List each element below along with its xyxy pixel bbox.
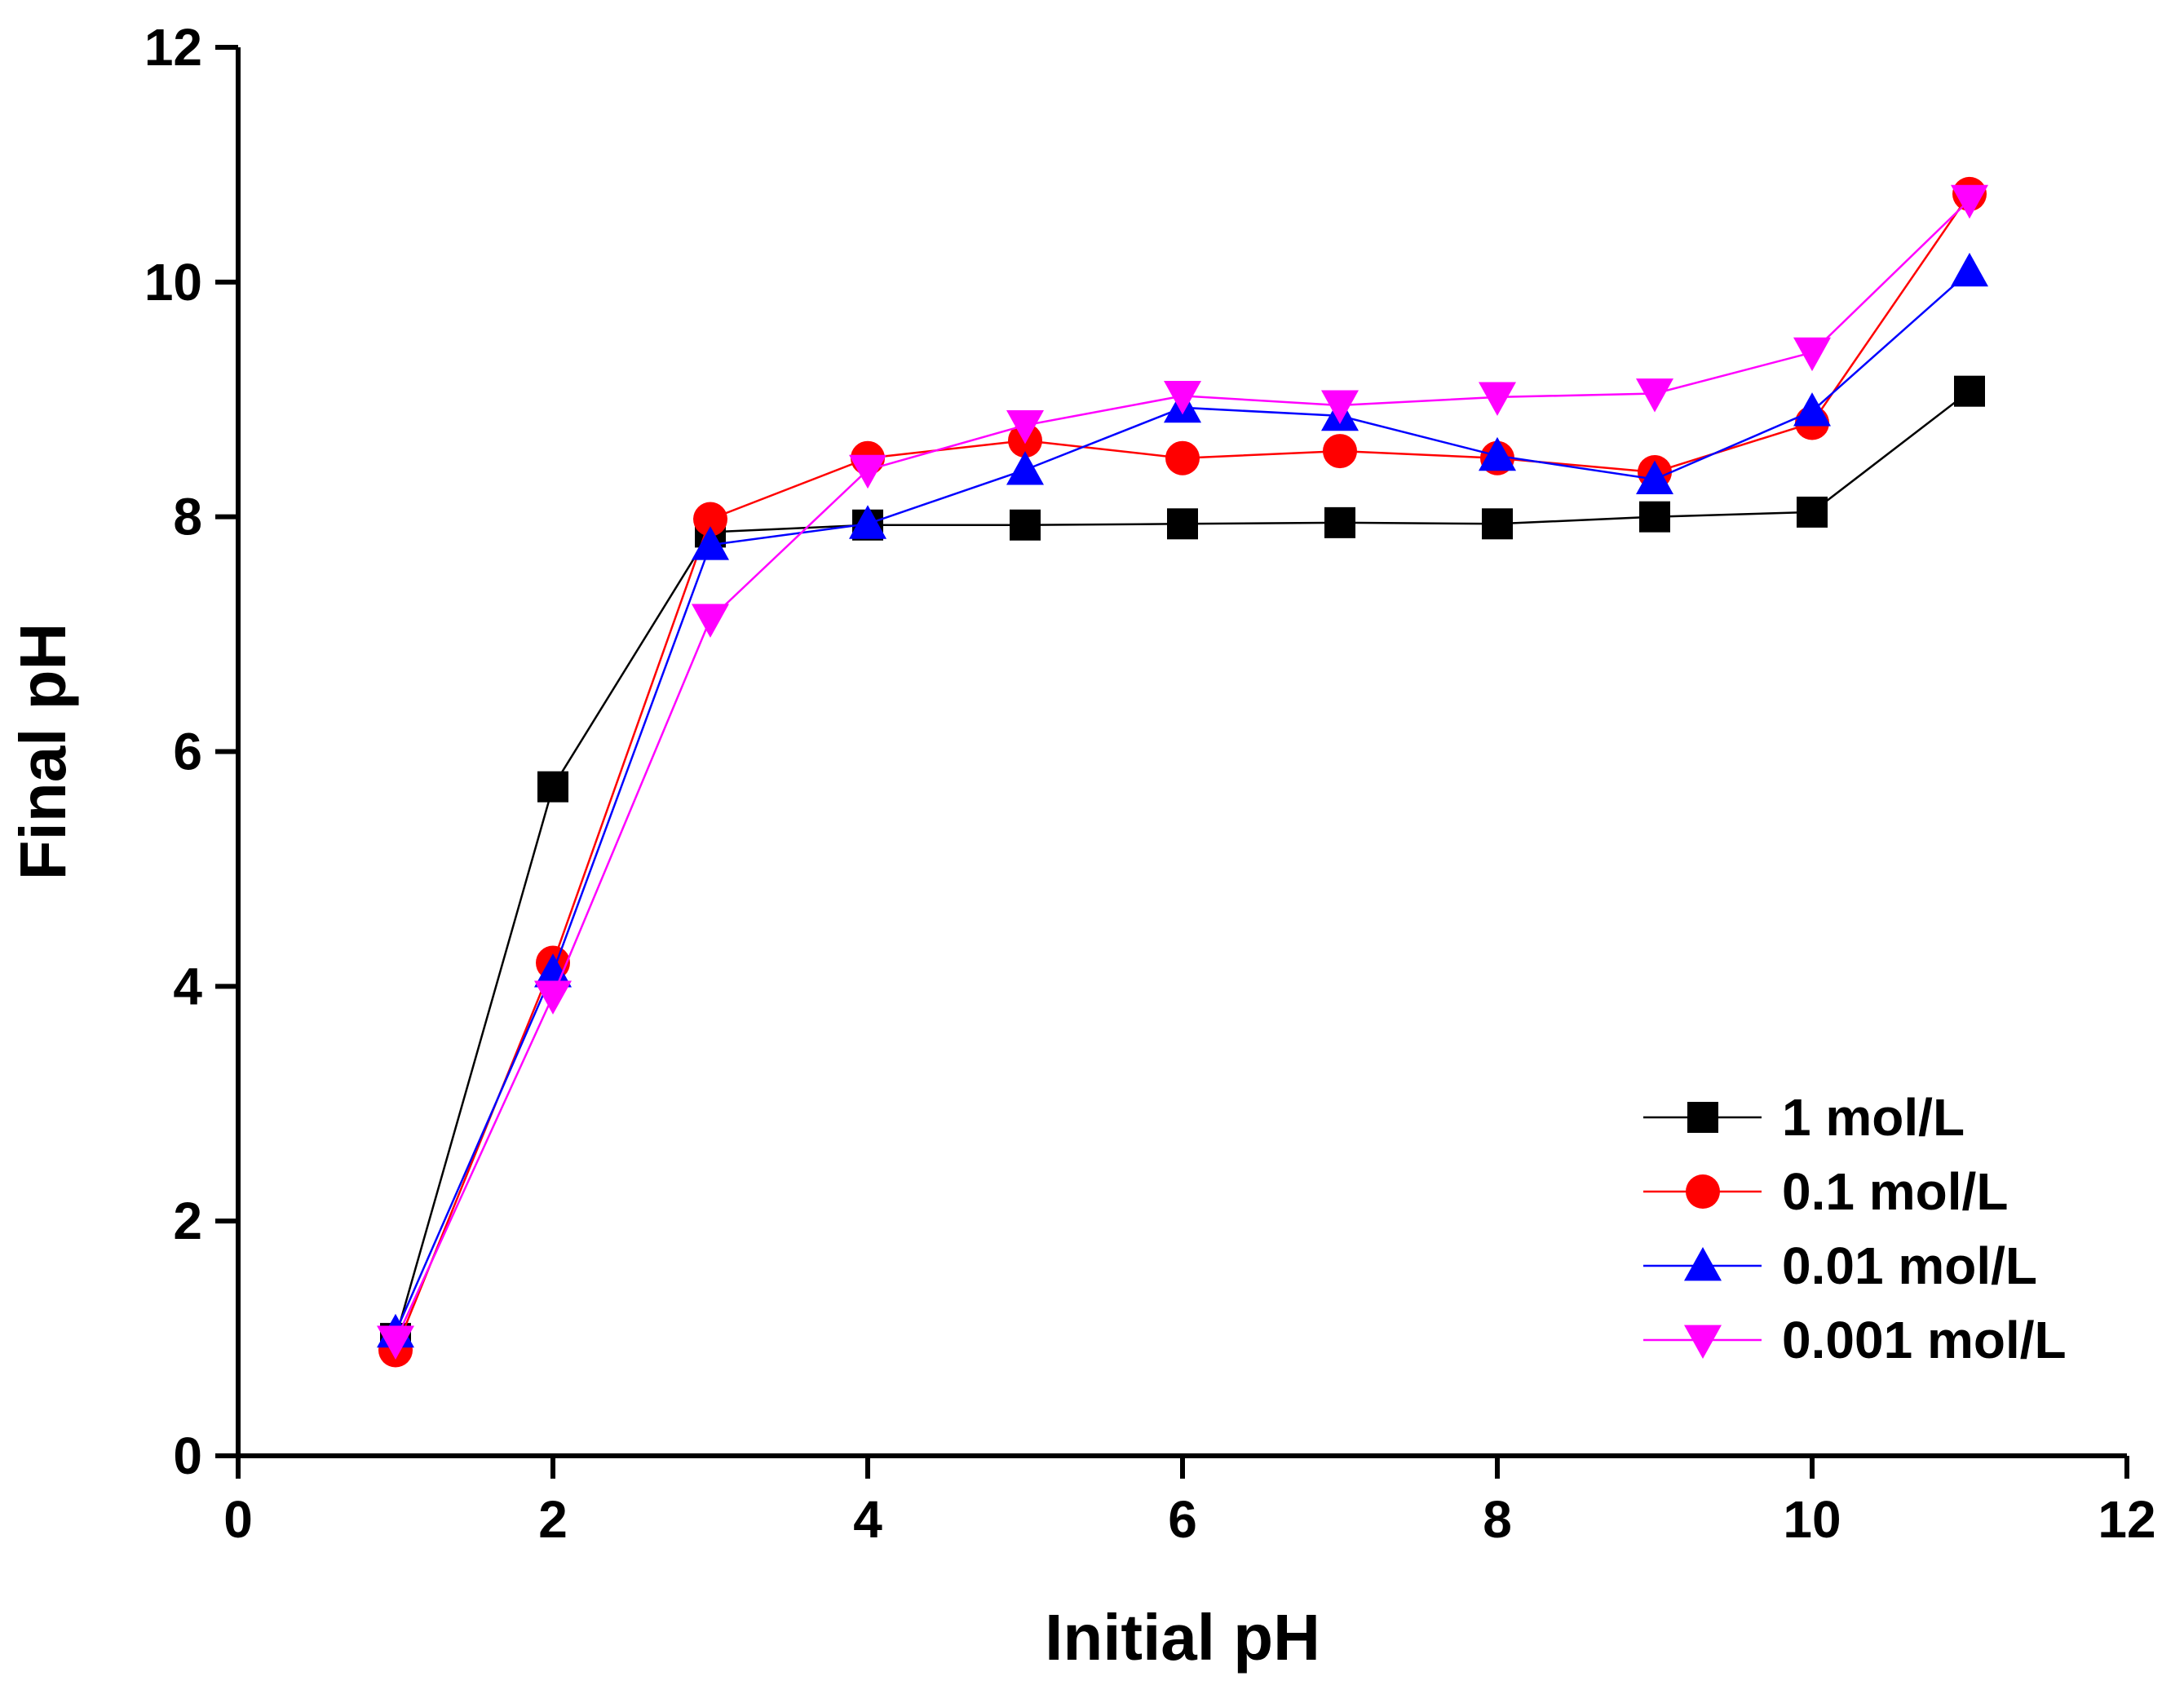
y-tick-label: 8 bbox=[173, 488, 202, 546]
y-axis-title: Final pH bbox=[7, 623, 79, 881]
data-point bbox=[1321, 390, 1359, 424]
data-point bbox=[1793, 392, 1831, 427]
y-tick-label: 4 bbox=[173, 957, 202, 1015]
x-axis-title: Initial pH bbox=[1045, 1601, 1320, 1674]
data-point bbox=[1323, 434, 1357, 469]
legend-item: 0.001 mol/L bbox=[1643, 1311, 2067, 1369]
y-tick-label: 12 bbox=[144, 18, 202, 77]
series-line bbox=[394, 193, 1971, 1351]
data-point bbox=[1951, 184, 1988, 219]
data-point bbox=[1006, 451, 1044, 485]
data-point bbox=[1636, 378, 1673, 413]
legend-marker bbox=[1686, 1174, 1720, 1209]
data-point bbox=[692, 604, 729, 638]
legend-label: 1 mol/L bbox=[1782, 1088, 1965, 1147]
series-0-01-mol-l bbox=[377, 252, 1988, 1348]
legend-label: 0.1 mol/L bbox=[1782, 1162, 2008, 1221]
y-tick-label: 2 bbox=[173, 1192, 202, 1250]
data-point bbox=[1479, 436, 1516, 471]
y-tick-label: 0 bbox=[173, 1426, 202, 1485]
data-point bbox=[537, 771, 568, 803]
data-point bbox=[849, 505, 886, 539]
data-point bbox=[1793, 337, 1831, 372]
x-tick-label: 6 bbox=[1168, 1490, 1197, 1549]
legend: 1 mol/L 0.1 mol/L 0.01 mol/L 0.001 mol/L bbox=[1643, 1088, 2067, 1369]
data-point bbox=[1010, 509, 1041, 541]
series-layer bbox=[377, 176, 1988, 1368]
series-1-mol-l bbox=[380, 375, 1985, 1355]
data-point bbox=[1954, 375, 1985, 407]
axes: 0 2 4 6 8 10 12 0 2 4 6 8 10 12 bbox=[144, 18, 2156, 1549]
legend-label: 0.001 mol/L bbox=[1782, 1311, 2067, 1369]
series-0-1-mol-l bbox=[378, 176, 1987, 1368]
x-tick-label: 2 bbox=[538, 1490, 568, 1549]
y-tick-label: 6 bbox=[173, 723, 202, 781]
data-point bbox=[1164, 381, 1201, 415]
data-point bbox=[849, 454, 886, 489]
data-point bbox=[534, 953, 572, 988]
data-point bbox=[1639, 501, 1670, 533]
data-point bbox=[1479, 382, 1516, 416]
data-point bbox=[1636, 460, 1673, 495]
series-line bbox=[394, 199, 1970, 1342]
x-tick-label: 0 bbox=[223, 1490, 253, 1549]
data-point bbox=[1006, 410, 1044, 444]
legend-marker bbox=[1684, 1325, 1722, 1359]
data-point bbox=[693, 502, 727, 537]
data-point bbox=[1482, 508, 1513, 540]
x-tick-label: 10 bbox=[1783, 1490, 1841, 1549]
legend-marker bbox=[1687, 1102, 1718, 1133]
legend-item: 0.1 mol/L bbox=[1643, 1162, 2008, 1221]
series-line bbox=[394, 270, 1970, 1333]
x-tick-label: 8 bbox=[1483, 1490, 1512, 1549]
x-tick-label: 12 bbox=[2098, 1490, 2155, 1549]
legend-marker bbox=[1684, 1247, 1722, 1281]
legend-item: 0.01 mol/L bbox=[1643, 1236, 2037, 1295]
data-point bbox=[692, 526, 729, 560]
series-0-001-mol-l bbox=[377, 184, 1988, 1360]
data-point bbox=[377, 1325, 414, 1360]
data-point bbox=[1797, 496, 1828, 528]
data-point bbox=[534, 980, 572, 1015]
x-tick-label: 4 bbox=[853, 1490, 882, 1549]
data-point bbox=[1951, 252, 1988, 287]
data-point bbox=[1324, 506, 1355, 538]
data-point bbox=[1167, 508, 1198, 540]
data-point bbox=[1165, 440, 1200, 475]
y-tick-label: 10 bbox=[144, 253, 202, 312]
legend-label: 0.01 mol/L bbox=[1782, 1236, 2037, 1295]
legend-item: 1 mol/L bbox=[1643, 1088, 1965, 1147]
